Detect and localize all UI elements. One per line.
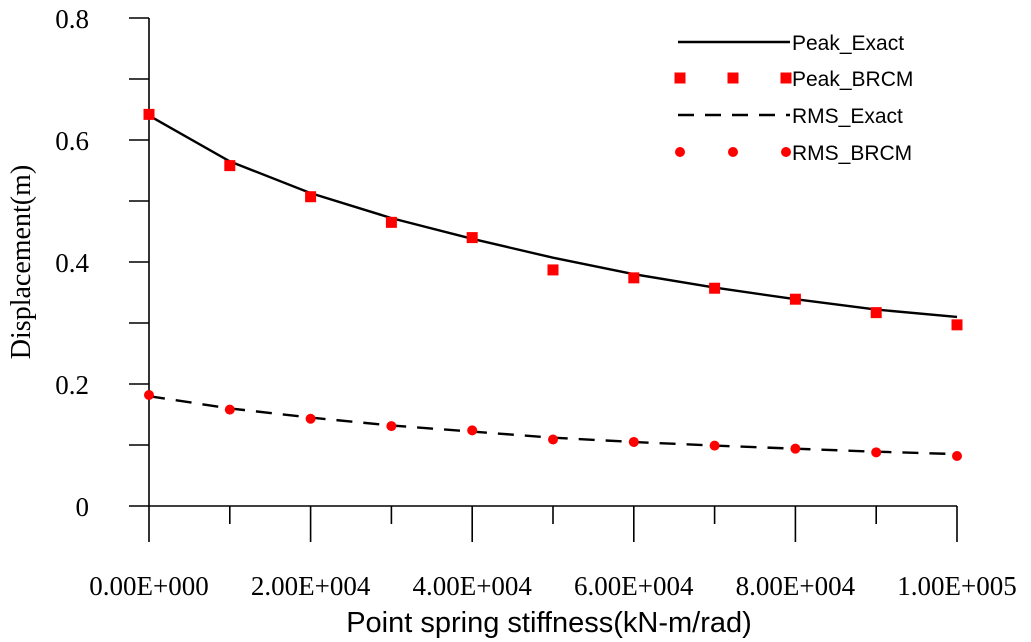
x-tick-label: 4.00E+004 [412, 571, 532, 601]
data-point-circle [144, 389, 154, 400]
axes: 0 0.2 0.4 0.6 0.8 0.00E+000 2.00E+004 4.00E+004… [55, 4, 1016, 601]
legend-swatch-circle [781, 147, 791, 157]
x-tick-label: 0.00E+000 [89, 571, 208, 601]
legend-swatch-circle [675, 147, 685, 157]
y-tick-label: 0 [76, 492, 90, 522]
data-point-circle [709, 440, 720, 451]
data-point-square [305, 191, 317, 203]
y-tick-label: 0.2 [55, 370, 89, 400]
y-tick-label: 0.4 [55, 248, 89, 278]
y-tick-label: 0.8 [55, 4, 89, 34]
data-point-square [709, 282, 721, 294]
legend-label: RMS_Exact [792, 105, 903, 128]
legend-label: RMS_BRCM [792, 142, 912, 165]
data-point-square [224, 160, 236, 172]
legend-label: Peak_Exact [792, 32, 904, 55]
legend-swatch-square [727, 72, 739, 84]
legend-swatch-circle [728, 147, 738, 157]
legend-label: Peak_BRCM [792, 68, 913, 91]
legend: Peak_Exact Peak_BRCM RMS_Exact RMS_BRCM [674, 32, 913, 165]
series-line-peak-exact [148, 114, 958, 319]
legend-swatch-square [674, 72, 686, 84]
series-layer [143, 108, 963, 461]
data-point-square [870, 307, 882, 319]
data-point-circle [952, 450, 962, 461]
data-point-circle [628, 436, 639, 447]
x-axis-label: Point spring stiffness(kN-m/rad) [346, 607, 752, 639]
data-point-circle [548, 434, 558, 445]
data-point-circle [790, 443, 801, 454]
series-peak-exact [148, 114, 958, 319]
legend-swatch-square [780, 72, 792, 84]
y-axis-label: Displacement(m) [6, 165, 37, 359]
legend-item-rms-exact: RMS_Exact [678, 105, 903, 128]
data-point-square [385, 216, 397, 228]
legend-item-peak-exact: Peak_Exact [678, 32, 904, 55]
data-point-circle [467, 425, 478, 436]
data-point-circle [386, 421, 397, 432]
data-point-square [789, 293, 801, 305]
data-point-square [466, 232, 478, 244]
x-tick-label: 6.00E+004 [574, 571, 694, 601]
x-tick-label: 1.00E+005 [897, 571, 1016, 601]
data-point-square [951, 319, 963, 331]
x-tick-label: 2.00E+004 [251, 571, 371, 601]
series-rms-brcm [144, 389, 962, 461]
y-tick-label: 0.6 [55, 126, 89, 156]
series-rms-exact [148, 395, 958, 456]
legend-item-peak-brcm: Peak_BRCM [674, 68, 913, 91]
x-tick-label: 8.00E+004 [736, 571, 856, 601]
series-peak-brcm [143, 108, 963, 331]
data-point-circle [871, 447, 882, 458]
data-point-square [628, 272, 640, 284]
data-point-circle [305, 413, 316, 424]
data-point-square [547, 264, 559, 276]
series-line-rms-exact [148, 395, 958, 456]
data-point-circle [224, 404, 235, 415]
data-point-square [143, 108, 155, 120]
legend-item-rms-brcm: RMS_BRCM [675, 142, 912, 165]
